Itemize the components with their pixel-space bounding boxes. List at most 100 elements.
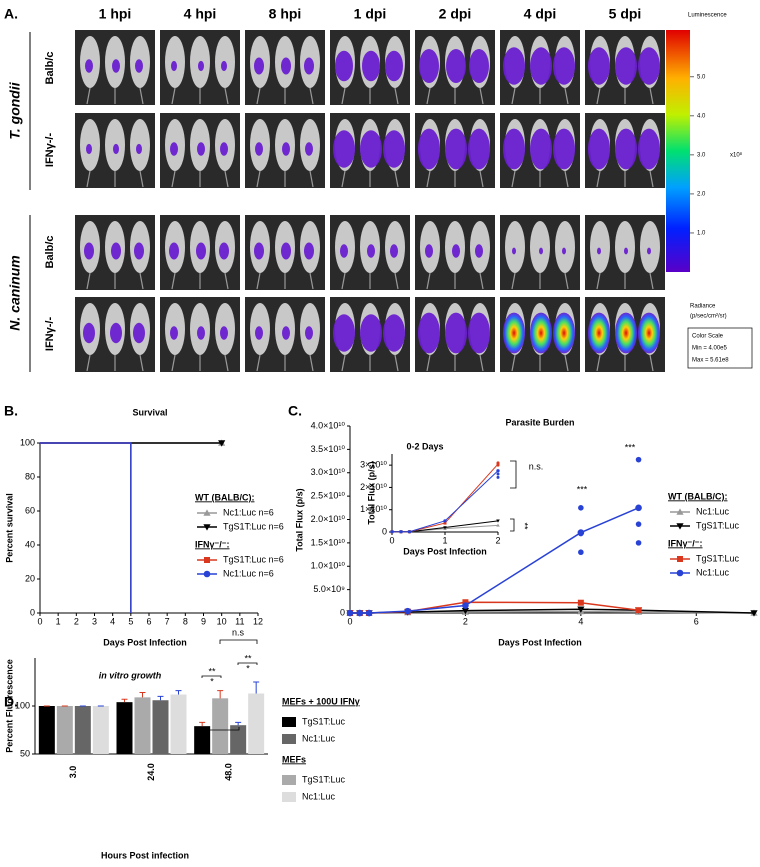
marker (443, 519, 447, 523)
luminescence (133, 322, 145, 344)
legend-label: TgS1T:Luc (696, 553, 740, 563)
y-tick-label: 0 (382, 526, 387, 536)
mouse-tail (86, 170, 91, 188)
mouse-tail (596, 354, 601, 372)
mouse-tail (341, 170, 346, 188)
x-tick-label: 5 (128, 616, 133, 626)
luminescence (638, 312, 660, 354)
mouse-tail (256, 272, 261, 290)
legend-group-title: IFNγ⁻/⁻: (195, 539, 230, 549)
series-line (40, 442, 132, 613)
legend-swatch (282, 775, 296, 785)
data-point (578, 549, 584, 556)
luminescence (83, 322, 95, 344)
x-tick-label: 2 (74, 616, 79, 626)
legend-label: Nc1:Luc (302, 733, 336, 743)
marker (496, 469, 500, 473)
color-bar (666, 30, 690, 272)
unit: (p/sec/cm²/sr) (690, 314, 727, 320)
mouse-tail (479, 87, 484, 105)
marker (356, 609, 364, 617)
x-tick-label: 1 (442, 535, 447, 545)
y-tick-label: 2.5×10¹⁰ (311, 491, 346, 501)
mouse-tail (394, 354, 399, 372)
luminescence (333, 130, 355, 168)
y-tick-label: 0 (340, 607, 345, 617)
x-tick-label: 6 (146, 616, 151, 626)
x-tick-label: 0 (37, 616, 42, 626)
annotation: ** (520, 522, 530, 530)
mouse-tail (139, 87, 144, 105)
luminescence (169, 242, 179, 260)
luminescence (468, 128, 490, 170)
luminescence (220, 142, 228, 156)
luminescence (419, 49, 439, 83)
y-axis-label: Total Flux (p/s) (366, 461, 376, 524)
mouse-tail (309, 87, 314, 105)
mouse-tail (426, 354, 431, 372)
marker (407, 530, 412, 534)
luminescence (530, 312, 552, 354)
panel-label: D. (4, 694, 18, 710)
marker (443, 526, 447, 530)
annotation: ** (208, 666, 216, 676)
marker (365, 609, 373, 617)
timepoint-label: 1 hpi (99, 6, 132, 22)
marker (461, 607, 470, 615)
luminescence (425, 244, 433, 258)
x-tick-label: 8 (183, 616, 188, 626)
legend-group-title: WT (BALB/C): (668, 491, 727, 501)
luminescence (84, 242, 94, 260)
luminescence (136, 143, 142, 155)
luminescence (171, 60, 177, 72)
marker (635, 504, 642, 512)
bar (56, 706, 73, 754)
scale-title: Color Scale (692, 334, 724, 340)
y-tick-label: 3.0×10¹⁰ (311, 467, 346, 477)
y-tick-label: 5.0×10⁹ (313, 584, 345, 594)
mouse-tail (479, 272, 484, 290)
luminescence (360, 130, 382, 168)
luminescence (469, 49, 489, 83)
luminescence (135, 59, 143, 73)
annotation: *** (577, 484, 588, 494)
luminescence (383, 314, 405, 352)
mouse-tail (341, 87, 346, 105)
x-tick-label: 48.0 (224, 763, 234, 781)
mouse-body (530, 221, 550, 273)
legend-label: Nc1:Luc (696, 567, 730, 577)
luminescence (333, 314, 355, 352)
color-bar-tick-label: 4.0 (697, 113, 706, 119)
legend-marker (676, 508, 684, 515)
x-tick-label: 12 (253, 616, 263, 626)
mouse-tail (341, 354, 346, 372)
timepoint-label: 5 dpi (609, 6, 642, 22)
data-point (496, 475, 500, 479)
mouse-tail (511, 170, 516, 188)
legend-group-title: WT (BALB/C): (195, 492, 254, 502)
mouse-tail (649, 87, 654, 105)
error-bar (175, 690, 182, 695)
row-label: IFNγ-/- (44, 133, 56, 168)
luminescence (113, 143, 119, 155)
legend-label: TgS1T:Luc (302, 716, 346, 726)
mouse-tail (171, 354, 176, 372)
y-tick-label: 100 (20, 437, 35, 447)
luminescence (588, 47, 610, 85)
error-bar (253, 681, 260, 694)
luminescence (553, 312, 575, 354)
annotation: n.s (232, 627, 245, 637)
color-bar-tick-label: 2.0 (697, 192, 706, 198)
legend-group-title: MEFs (282, 754, 306, 764)
mouse-tail (86, 272, 91, 290)
luminescence (418, 128, 440, 170)
y-tick-label: 20 (25, 573, 35, 583)
luminescence (503, 312, 525, 354)
luminescence (360, 314, 382, 352)
unit-label: Radiance (690, 304, 716, 310)
legend-marker (203, 524, 211, 531)
legend-marker (676, 569, 684, 577)
legend-group-title: IFNγ⁻/⁻: (668, 538, 703, 548)
y-tick-label: 40 (25, 539, 35, 549)
panel-label: B. (4, 403, 18, 419)
